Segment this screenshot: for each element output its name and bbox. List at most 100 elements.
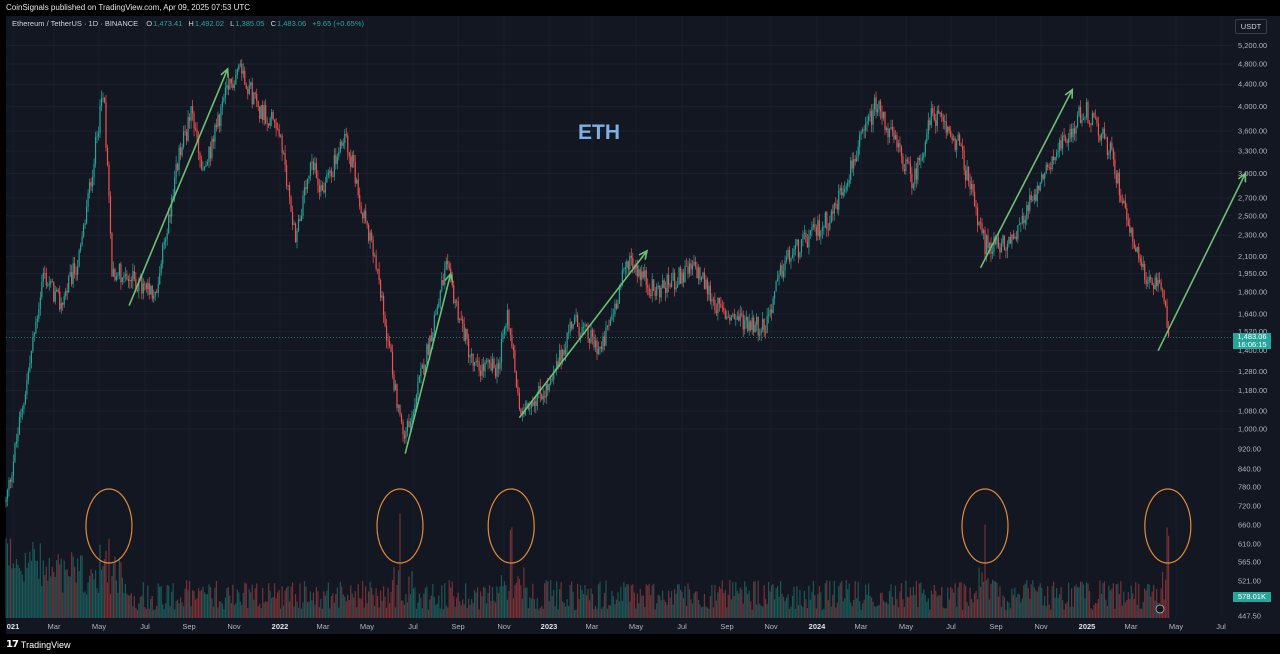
candle-body <box>190 106 192 121</box>
candle-body <box>514 350 516 373</box>
trend-arrow <box>518 249 649 419</box>
candle-body <box>315 162 318 179</box>
candle-body <box>1153 285 1155 290</box>
candle-body <box>548 384 550 391</box>
volume-bar <box>293 606 295 618</box>
candle-body <box>423 364 425 375</box>
candle-body <box>394 384 397 391</box>
candle-body <box>645 270 647 286</box>
candle-body <box>666 274 668 293</box>
candle-body <box>815 227 817 236</box>
candle-body <box>660 287 662 298</box>
volume-bar <box>927 598 929 618</box>
candle-body <box>350 156 352 168</box>
candle-body <box>1045 164 1047 173</box>
y-tick-label: 5,200.00 <box>1238 41 1267 50</box>
volume-bar <box>650 594 652 618</box>
candle-body <box>363 210 365 219</box>
candle-body <box>794 245 797 250</box>
candle-body <box>969 181 971 190</box>
candle-body <box>80 244 82 251</box>
volume-bar <box>1139 608 1141 618</box>
volume-bar <box>936 596 938 618</box>
volume-bar <box>866 594 868 618</box>
candle-body <box>172 196 174 198</box>
volume-bar <box>441 585 443 618</box>
candle-body <box>344 134 346 143</box>
volume-bar <box>227 587 229 618</box>
candle-body <box>930 108 932 126</box>
candle-body <box>171 197 173 217</box>
candle-body <box>568 332 570 334</box>
volume-bar <box>57 554 59 618</box>
candle-body <box>920 159 922 161</box>
candle-body <box>329 170 331 173</box>
candle-body <box>1163 290 1165 302</box>
candle-body <box>1160 282 1162 290</box>
volume-bar <box>20 570 22 618</box>
low-label: L <box>230 19 235 28</box>
volume-bar <box>900 582 903 618</box>
candle-body <box>1051 156 1053 170</box>
volume-bar <box>536 598 538 618</box>
volume-bar <box>250 592 252 618</box>
candle-body <box>391 351 394 375</box>
candle-body <box>1156 277 1158 287</box>
volume-bar <box>1097 598 1100 618</box>
candle-body <box>385 325 388 341</box>
volume-bar <box>88 575 91 618</box>
candle-body <box>723 307 725 311</box>
candle-body <box>1076 115 1079 127</box>
candle-body <box>760 329 762 335</box>
volume-bar <box>1109 590 1111 618</box>
candle-body <box>688 263 691 274</box>
candle-body <box>154 291 156 297</box>
tradingview-logo[interactable]: 17 TradingView <box>6 639 70 650</box>
candle-body <box>29 363 31 372</box>
volume-bar <box>921 593 923 618</box>
volume-bar <box>178 603 180 618</box>
currency-button[interactable]: USDT <box>1235 19 1267 34</box>
candle-body <box>174 177 176 197</box>
volume-bar <box>1106 606 1108 618</box>
candle-body <box>600 346 603 350</box>
candle-body <box>11 475 13 482</box>
candle-body <box>887 128 889 138</box>
candle-body <box>424 364 426 375</box>
chart-canvas[interactable]: 447.50521.00565.00610.00660.00720.00780.… <box>0 16 1280 634</box>
candle-body <box>1030 195 1032 201</box>
symbol-legend: Ethereum / TetherUS · 1D · BINANCE O1,47… <box>12 19 368 28</box>
candle-body <box>936 110 938 126</box>
volume-bar <box>41 585 43 618</box>
volume-bar <box>172 582 174 618</box>
volume-bar <box>68 576 70 618</box>
volume-bar <box>887 604 889 618</box>
volume-bar <box>899 591 901 618</box>
candle-body <box>445 260 447 269</box>
volume-highlight-ellipse <box>961 488 1009 564</box>
candle-body <box>806 241 809 248</box>
volume-bar <box>6 543 9 618</box>
volume-bar <box>799 589 801 618</box>
volume-bar <box>369 581 371 618</box>
volume-bar <box>1047 586 1049 618</box>
candle-body <box>638 269 640 277</box>
volume-bar <box>529 597 531 618</box>
volume-bar <box>403 604 406 618</box>
candle-body <box>839 188 841 191</box>
volume-bar <box>142 582 144 618</box>
volume-bar <box>450 587 452 618</box>
volume-bar <box>963 583 965 618</box>
candle-body <box>702 272 704 278</box>
candle-body <box>338 151 340 157</box>
candle-body <box>812 224 814 227</box>
candle-body <box>66 290 68 293</box>
volume-bar <box>787 594 789 618</box>
volume-bar <box>130 593 132 618</box>
candle-body <box>1065 136 1067 141</box>
volume-bar <box>733 596 735 618</box>
volume-bar <box>211 598 213 618</box>
volume-bar <box>266 601 268 618</box>
candle-body <box>814 224 816 228</box>
candle-body <box>597 348 600 355</box>
